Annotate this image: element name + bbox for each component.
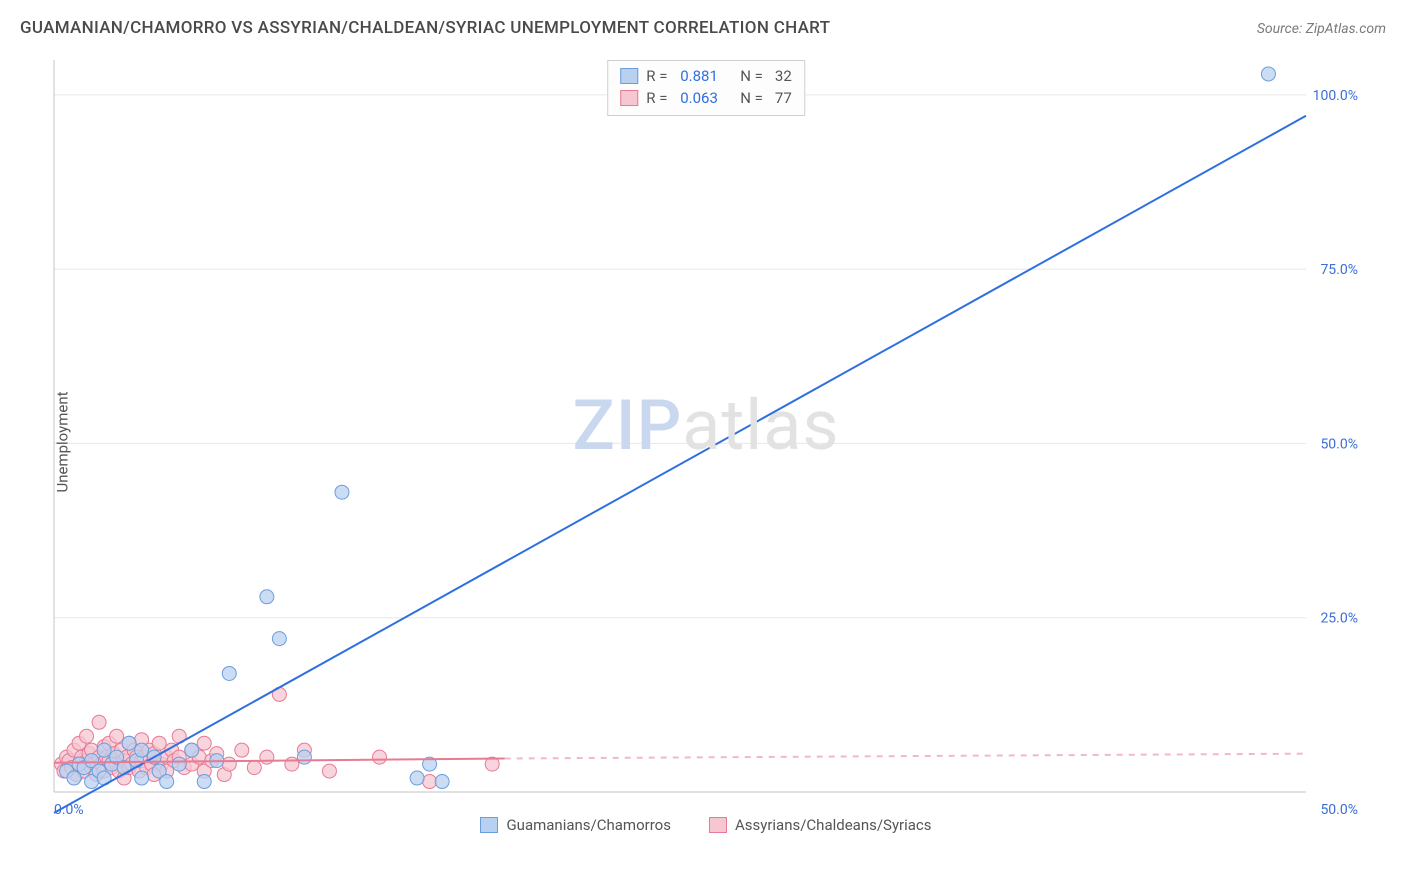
data-point <box>197 736 211 750</box>
data-point <box>272 632 286 646</box>
series-legend-label: Assyrians/Chaldeans/Syriacs <box>735 816 932 834</box>
data-point <box>135 743 149 757</box>
data-point <box>1261 67 1275 81</box>
legend-r-key: R = <box>646 87 672 109</box>
legend-r-value: 0.063 <box>680 87 732 109</box>
data-point <box>373 750 387 764</box>
data-point <box>410 771 424 785</box>
y-tick-label: 25.0% <box>1320 611 1358 627</box>
data-point <box>135 771 149 785</box>
data-point <box>97 743 111 757</box>
data-point <box>423 775 437 789</box>
data-point <box>122 736 136 750</box>
legend-n-key: N = <box>740 65 763 87</box>
y-tick-label: 75.0% <box>1320 262 1358 278</box>
series-legend-label: Guamanians/Chamorros <box>506 816 670 834</box>
data-point <box>222 666 236 680</box>
data-point <box>222 757 236 771</box>
data-point <box>322 764 336 778</box>
y-axis-label: Unemployment <box>54 391 72 492</box>
data-point <box>435 775 449 789</box>
data-point <box>285 757 299 771</box>
data-point <box>80 729 94 743</box>
data-point <box>160 775 174 789</box>
y-tick-label: 100.0% <box>1313 88 1358 104</box>
data-point <box>297 750 311 764</box>
legend-r-key: R = <box>646 65 672 87</box>
legend-swatch <box>620 68 638 84</box>
chart-source: Source: ZipAtlas.com <box>1257 21 1386 37</box>
data-point <box>197 775 211 789</box>
trend-line <box>54 116 1306 813</box>
trend-line-extrapolated <box>505 754 1306 759</box>
data-point <box>185 743 199 757</box>
chart-title: GUAMANIAN/CHAMORRO VS ASSYRIAN/CHALDEAN/… <box>20 18 830 38</box>
legend-n-value: 77 <box>775 87 792 109</box>
stats-legend: R = 0.881 N = 32 R = 0.063 N = 77 <box>607 60 805 116</box>
data-point <box>172 757 186 771</box>
legend-swatch <box>620 90 638 106</box>
data-point <box>260 750 274 764</box>
legend-n-value: 32 <box>775 65 792 87</box>
data-point <box>67 771 81 785</box>
data-point <box>152 736 166 750</box>
data-point <box>235 743 249 757</box>
legend-swatch <box>709 817 727 833</box>
series-legend-item: Assyrians/Chaldeans/Syriacs <box>709 816 932 834</box>
legend-r-value: 0.881 <box>680 65 732 87</box>
legend-swatch <box>480 817 498 833</box>
data-point <box>92 715 106 729</box>
series-legend: Guamanians/Chamorros Assyrians/Chaldeans/… <box>46 816 1366 834</box>
stats-legend-row: R = 0.063 N = 77 <box>620 87 792 109</box>
plot-area: Unemployment 25.0%50.0%75.0%100.0%0.0%50… <box>46 52 1366 832</box>
header: GUAMANIAN/CHAMORRO VS ASSYRIAN/CHALDEAN/… <box>20 18 1386 38</box>
data-point <box>260 590 274 604</box>
stats-legend-row: R = 0.881 N = 32 <box>620 65 792 87</box>
data-point <box>335 485 349 499</box>
scatter-chart: 25.0%50.0%75.0%100.0%0.0%50.0% <box>46 52 1366 832</box>
y-tick-label: 50.0% <box>1320 436 1358 452</box>
legend-n-key: N = <box>740 87 763 109</box>
series-legend-item: Guamanians/Chamorros <box>480 816 670 834</box>
data-point <box>110 729 124 743</box>
data-point <box>247 761 261 775</box>
